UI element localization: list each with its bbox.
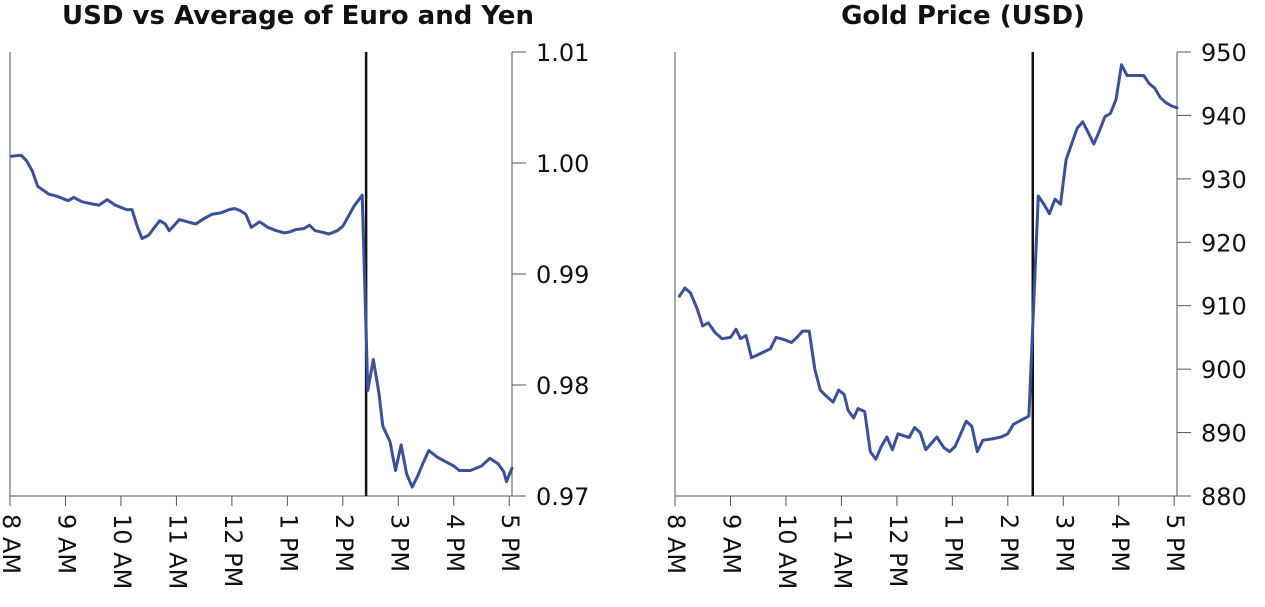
x-tick-label: 3 PM <box>1050 514 1078 572</box>
x-tick-label: 8 AM <box>662 514 690 574</box>
y-tick-label: 920 <box>1201 229 1247 257</box>
series-line <box>677 63 1179 461</box>
y-tick-label: 880 <box>1201 483 1247 511</box>
y-tick-label: 940 <box>1201 102 1247 130</box>
x-tick-label: 10 AM <box>773 514 801 589</box>
y-tick-label: 910 <box>1201 293 1247 321</box>
chart-title: Gold Price (USD) <box>841 1 1085 31</box>
x-tick-label: 11 AM <box>163 514 191 589</box>
y-tick-label: 0.98 <box>536 372 589 400</box>
gold-price-chart: Gold Price (USD) 880 890 900 910 920 930 940 95… <box>662 1 1247 589</box>
x-tick-label: 1 PM <box>274 514 302 572</box>
x-tick-label: 9 AM <box>52 514 80 574</box>
y-tick-label: 950 <box>1201 39 1247 67</box>
y-tick-label: 1.01 <box>536 39 589 67</box>
x-tick-label: 9 AM <box>717 514 745 574</box>
y-tick-label: 0.97 <box>536 483 589 511</box>
series-line <box>9 153 514 489</box>
x-tick-label: 1 PM <box>939 514 967 572</box>
y-tick-label: 900 <box>1201 356 1247 384</box>
x-tick-label: 11 AM <box>828 514 856 589</box>
x-tick-label: 4 PM <box>1106 514 1134 572</box>
chart-title: USD vs Average of Euro and Yen <box>62 1 534 31</box>
x-tick-label: 8 AM <box>0 514 25 574</box>
x-tick-label: 5 PM <box>496 514 524 572</box>
x-tick-label: 2 PM <box>995 514 1023 572</box>
x-tick-label: 2 PM <box>330 514 358 572</box>
x-tick-label: 12 PM <box>884 514 912 587</box>
x-tick-label: 3 PM <box>385 514 413 572</box>
x-tick-label: 4 PM <box>441 514 469 572</box>
usd-vs-euro-yen-chart: USD vs Average of Euro and Yen 0.97 0.98 0… <box>0 1 589 589</box>
y-tick-label: 1.00 <box>536 150 589 178</box>
y-tick-label: 930 <box>1201 166 1247 194</box>
y-tick-label: 0.99 <box>536 261 589 289</box>
x-tick-label: 10 AM <box>108 514 136 589</box>
y-tick-label: 890 <box>1201 420 1247 448</box>
x-tick-label: 12 PM <box>219 514 247 587</box>
x-tick-label: 5 PM <box>1161 514 1189 572</box>
